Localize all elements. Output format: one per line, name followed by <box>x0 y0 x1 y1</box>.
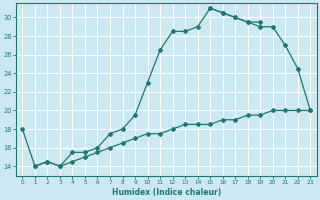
X-axis label: Humidex (Indice chaleur): Humidex (Indice chaleur) <box>112 188 221 197</box>
